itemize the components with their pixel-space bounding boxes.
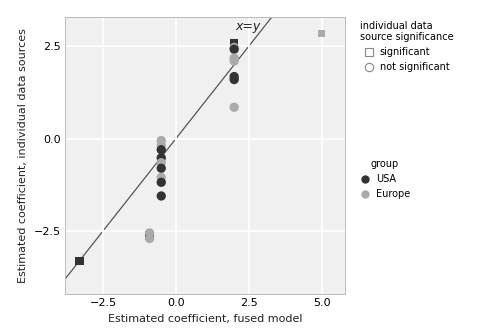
Y-axis label: Estimated coefficient, individual data sources: Estimated coefficient, individual data s…: [18, 28, 28, 283]
Point: [230, 41, 238, 46]
Legend: USA, Europe: USA, Europe: [356, 155, 414, 203]
Point: [158, 147, 166, 152]
Point: [158, 193, 166, 199]
Text: x=y: x=y: [236, 20, 261, 33]
Point: [230, 46, 238, 52]
Point: [158, 160, 166, 165]
Point: [76, 258, 84, 263]
Point: [158, 138, 166, 143]
Point: [146, 230, 154, 235]
Point: [158, 143, 166, 148]
Point: [230, 45, 238, 50]
Point: [230, 77, 238, 82]
Point: [158, 180, 166, 185]
Point: [230, 74, 238, 79]
Point: [146, 236, 154, 241]
Point: [230, 105, 238, 110]
Point: [230, 55, 238, 61]
Point: [318, 31, 326, 36]
Point: [158, 155, 166, 161]
Point: [158, 175, 166, 180]
Point: [230, 58, 238, 64]
Point: [158, 166, 166, 171]
X-axis label: Estimated coefficient, fused model: Estimated coefficient, fused model: [108, 314, 302, 324]
Point: [146, 233, 154, 238]
